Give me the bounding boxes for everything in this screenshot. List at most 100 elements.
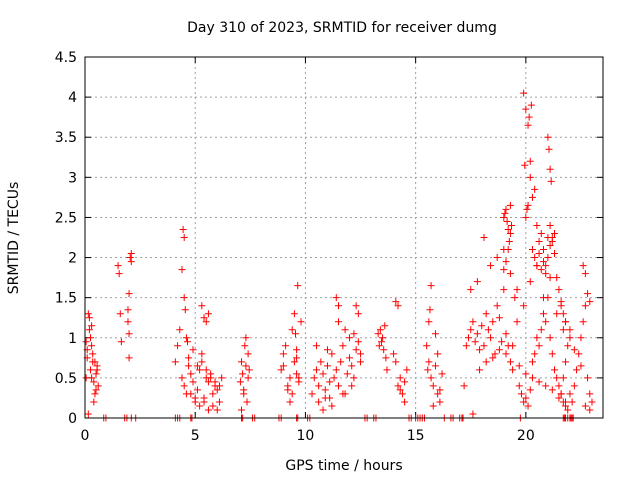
data-point [343,370,351,378]
data-point [588,398,596,406]
data-point [535,250,543,258]
data-point [503,217,511,225]
chart-title: Day 310 of 2023, SRMTID for receiver dum… [187,20,497,36]
data-point [380,346,388,354]
data-point [176,326,184,334]
data-point [460,382,468,390]
data-point [339,390,347,398]
data-point [292,330,300,338]
data-point [546,165,554,173]
data-point [553,274,561,282]
data-point [528,193,536,201]
data-point [505,238,513,246]
data-point [489,354,497,362]
data-point [584,374,592,382]
data-point [115,270,123,278]
data-point [427,282,435,290]
data-point [537,326,545,334]
y-tick-label: 4.5 [55,50,77,66]
data-point [535,342,543,350]
data-point [551,250,559,258]
data-point [487,262,495,270]
data-point [527,101,535,109]
data-point [546,274,554,282]
data-point [531,254,539,262]
y-tick-label: 1.5 [55,291,77,307]
data-point [539,310,547,318]
data-point [293,354,301,362]
data-point [84,410,92,418]
data-point [174,342,182,350]
data-point [218,374,226,382]
data-point [375,342,383,350]
data-point [586,298,594,306]
data-point [493,302,501,310]
data-point [526,173,534,181]
data-point [544,234,552,241]
data-point [209,390,217,398]
data-point [502,205,510,213]
data-point [520,302,528,310]
data-point [326,378,334,386]
data-point [180,234,188,241]
data-point [502,350,510,358]
data-point [568,398,576,406]
data-point [537,229,545,237]
data-point [482,310,490,318]
data-point [403,366,411,374]
data-point [382,354,390,362]
data-point [196,366,204,374]
data-point [127,258,135,266]
data-point [553,310,561,318]
data-point [423,342,431,350]
data-point [171,358,179,366]
data-point [93,366,101,374]
data-point [379,334,387,342]
data-point [332,366,340,374]
data-point [288,390,296,398]
data-point [581,302,589,310]
data-point [180,294,188,302]
data-point [465,334,473,342]
y-tick-label: 0.5 [55,371,77,387]
data-point [392,358,400,366]
data-point [85,314,93,322]
data-point [189,346,197,354]
data-point [469,318,477,326]
y-tick-label: 4 [68,90,77,106]
data-point [438,370,446,378]
data-point [424,366,432,374]
data-point [431,362,439,370]
data-point [124,318,132,326]
data-point [581,270,589,278]
y-tick-label: 2.5 [55,210,77,226]
data-point [566,390,574,398]
data-point [240,386,248,394]
data-point [586,406,594,414]
data-point [533,334,541,342]
data-point [522,213,530,221]
data-point [334,318,342,326]
data-point [495,346,503,354]
x-tick-label: 0 [81,428,90,444]
data-point [180,382,188,390]
data-point [238,406,246,414]
data-point [562,318,570,326]
data-point [495,314,503,322]
data-point [504,225,512,233]
data-point [82,374,90,382]
data-point [570,346,578,354]
data-point [238,358,246,366]
data-point [579,262,587,270]
data-point [125,290,133,298]
data-point [204,378,212,386]
data-point [544,254,552,262]
data-point [204,406,212,414]
data-point [520,398,528,406]
data-point [92,386,100,394]
data-point [545,145,553,153]
data-point [523,205,531,213]
data-point [185,354,193,362]
data-point [282,342,290,350]
